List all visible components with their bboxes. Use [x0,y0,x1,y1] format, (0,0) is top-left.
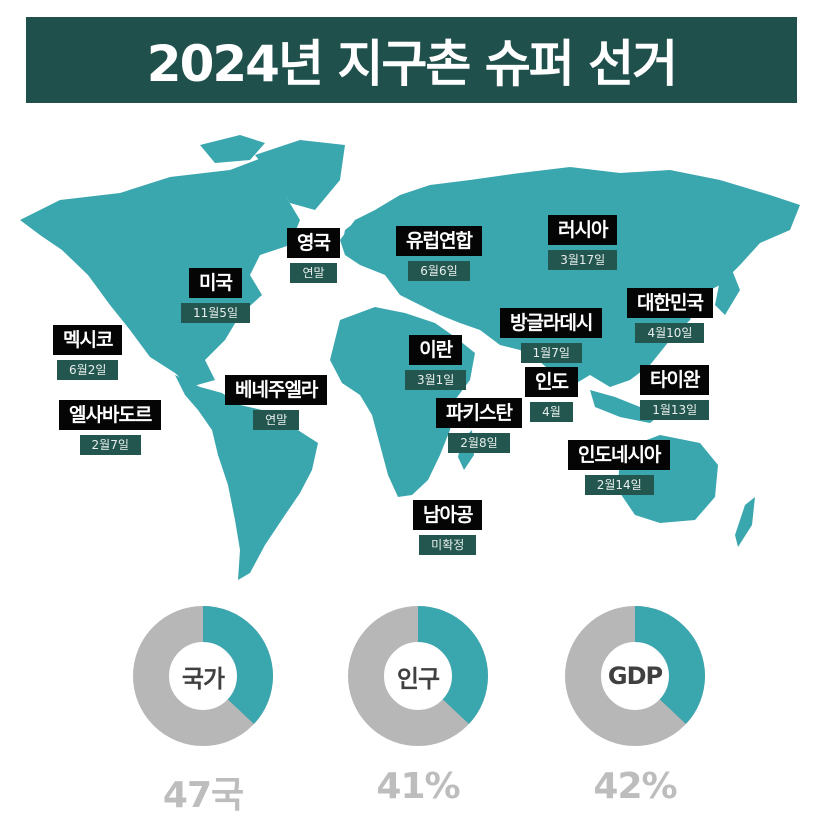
election-label-india: 인도 4월 [525,367,578,422]
donut-label: GDP [607,662,663,690]
country-name: 베네주엘라 [225,375,328,405]
donut-chart: GDP [565,606,705,746]
election-label-el-salvador: 엘사바도르 2월7일 [59,400,162,455]
country-name: 남아공 [413,500,483,530]
election-label-uk: 영국 연말 [287,228,340,283]
title-banner: 2024년 지구촌 슈퍼 선거 [26,17,797,103]
election-label-eu: 유럽연합 6월6일 [396,226,482,281]
election-date: 4월 [530,402,573,422]
election-label-mexico: 멕시코 6월2일 [53,325,123,380]
election-date: 1월13일 [640,400,710,420]
election-label-pakistan: 파키스탄 2월8일 [436,398,522,453]
stat-countries: 국가 47국 [128,606,278,818]
election-date: 4월10일 [635,323,705,343]
election-label-iran: 이란 3월1일 [405,335,467,390]
election-label-south-africa: 남아공 미확정 [413,500,483,555]
country-name: 타이완 [640,365,710,395]
stat-value: 47국 [162,775,244,816]
country-name: 방글라데시 [500,308,603,338]
election-date: 3월17일 [548,250,618,270]
country-name: 미국 [189,268,242,298]
stat-value: 41% [376,766,460,807]
election-label-korea: 대한민국 4월10일 [627,288,713,343]
country-name: 유럽연합 [396,226,482,256]
election-date: 2월8일 [448,433,510,453]
election-label-taiwan: 타이완 1월13일 [640,365,710,420]
election-date: 11월5일 [181,303,250,323]
election-label-venezuela: 베네주엘라 연말 [225,375,328,430]
election-label-usa: 미국 11월5일 [181,268,250,323]
donut-chart: 인구 [348,606,488,746]
stats-section: 국가 47국 인구 41% GDP 42% [0,600,837,827]
election-date: 2월7일 [79,435,141,455]
page-title: 2024년 지구촌 슈퍼 선거 [146,35,678,93]
election-date: 3월1일 [405,370,467,390]
election-date: 1월7일 [520,343,582,363]
stat-gdp: GDP 42% [560,606,710,807]
country-name: 파키스탄 [436,398,522,428]
election-date: 연말 [290,263,337,283]
election-date: 연말 [253,410,300,430]
donut-label: 국가 [181,664,225,693]
donut-chart: 국가 [133,606,273,746]
country-name: 인도 [525,367,578,397]
stat-population: 인구 41% [343,606,493,807]
election-label-bangladesh: 방글라데시 1월7일 [500,308,603,363]
donut-ring [565,606,705,746]
country-name: 러시아 [548,215,618,245]
election-label-russia: 러시아 3월17일 [548,215,618,270]
country-name: 영국 [287,228,340,258]
country-name: 엘사바도르 [59,400,162,430]
country-name: 대한민국 [627,288,713,318]
election-date: 2월14일 [584,475,654,495]
election-label-indonesia: 인도네시아 2월14일 [568,440,671,495]
election-date: 6월2일 [57,360,119,380]
donut-ring [348,606,488,746]
election-date: 6월6일 [408,261,470,281]
donut-ring [133,606,273,746]
country-name: 인도네시아 [568,440,671,470]
country-name: 멕시코 [53,325,123,355]
stat-value: 42% [593,766,677,807]
election-date: 미확정 [419,535,477,555]
country-name: 이란 [409,335,463,365]
donut-label: 인구 [396,664,440,693]
